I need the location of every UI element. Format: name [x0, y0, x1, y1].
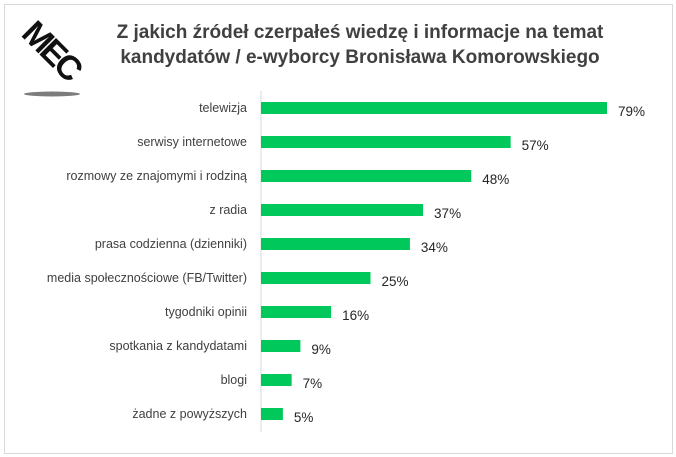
chart-frame: [4, 4, 673, 454]
bar: [261, 272, 371, 284]
bar: [261, 408, 283, 420]
category-label: telewizja: [199, 101, 247, 115]
value-label: 9%: [311, 342, 331, 357]
category-label: media społecznościowe (FB/Twitter): [47, 271, 247, 285]
bar: [261, 238, 410, 250]
category-label: z radia: [209, 203, 247, 217]
category-label: tygodniki opinii: [165, 305, 247, 319]
bar: [261, 374, 292, 386]
value-label: 7%: [303, 376, 323, 391]
value-label: 16%: [342, 308, 369, 323]
value-label: 48%: [482, 172, 509, 187]
category-label: żadne z powyższych: [132, 407, 247, 421]
title-line-1: Z jakich źródeł czerpałeś wiedzę i infor…: [116, 22, 604, 43]
category-label: spotkania z kandydatami: [109, 339, 247, 353]
value-label: 79%: [618, 104, 645, 119]
bar: [261, 306, 332, 318]
bar: [261, 102, 607, 114]
bar: [261, 340, 301, 352]
category-label: serwisy internetowe: [137, 135, 247, 149]
value-label: 57%: [522, 138, 549, 153]
value-label: 25%: [381, 274, 408, 289]
bar: [261, 204, 424, 216]
chart-title: Z jakich źródeł czerpałeś wiedzę i infor…: [80, 20, 640, 70]
mec-logo: MEC: [14, 14, 90, 97]
value-label: 34%: [421, 240, 448, 255]
category-label: rozmowy ze znajomymi i rodziną: [66, 169, 247, 183]
value-label: 37%: [434, 206, 461, 221]
category-label: prasa codzienna (dzienniki): [95, 237, 247, 251]
title-line-2: kandydatów / e-wyborcy Bronisława Komoro…: [120, 47, 600, 68]
bar: [261, 170, 472, 182]
bar: [261, 136, 511, 148]
value-label: 5%: [294, 410, 314, 425]
category-label: blogi: [221, 373, 247, 387]
